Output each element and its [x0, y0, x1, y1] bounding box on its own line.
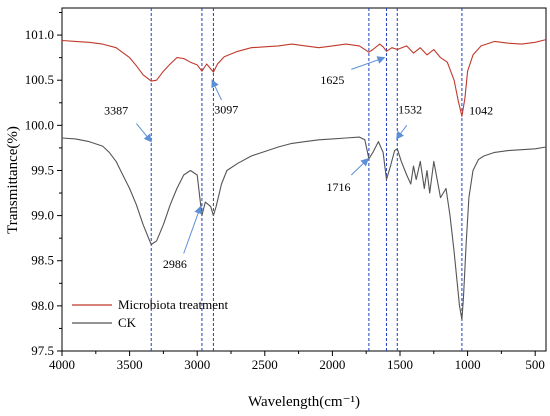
y-tick-label-4: 99.5 [31, 162, 54, 177]
annotation-label-1716: 1716 [326, 180, 350, 194]
y-tick-label-2: 98.5 [31, 253, 54, 268]
annotation-label-1042: 1042 [469, 104, 493, 118]
y-tick-label-6: 100.5 [25, 72, 54, 87]
y-axis: 97.5 98.0 98.5 99.0 99.5 100.0 100.5 101.0 [25, 12, 62, 358]
legend-label-ck: CK [118, 315, 137, 330]
annotation-arrow-1532 [396, 125, 408, 140]
x-tick-label-6: 1000 [455, 357, 481, 372]
annotations: 3387 3097 1625 1532 1042 2986 1716 [104, 56, 493, 271]
x-tick-label-2: 3000 [184, 357, 210, 372]
x-tick-label-0: 4000 [49, 357, 75, 372]
annotation-label-3387: 3387 [104, 104, 128, 118]
x-tick-label-1: 3500 [117, 357, 143, 372]
reference-lines [150, 8, 463, 351]
y-tick-label-3: 99.0 [31, 208, 54, 223]
annotation-label-1625: 1625 [320, 73, 344, 87]
annotation-label-3097: 3097 [214, 103, 238, 117]
annotation-arrow-1625 [351, 56, 386, 70]
annotation-arrow-2986 [183, 205, 202, 254]
x-tick-label-5: 1500 [387, 357, 413, 372]
x-axis: 4000 3500 3000 2500 2000 1500 1000 500 [49, 351, 545, 372]
x-axis-title: Wavelength(cm⁻¹) [248, 394, 360, 410]
y-axis-title: Transmittance(%) [5, 126, 21, 234]
y-tick-label-1: 98.0 [31, 298, 54, 313]
x-tick-label-7: 500 [525, 357, 545, 372]
y-tick-label-5: 100.0 [25, 117, 54, 132]
series-line-ck [62, 136, 546, 320]
series-layer [62, 39, 546, 320]
annotation-arrow-3097 [211, 79, 222, 101]
series-line-microbiota [62, 39, 546, 117]
plot-frame [61, 7, 547, 352]
legend: Microbiota treatment CK [72, 297, 228, 330]
x-tick-label-4: 2000 [319, 357, 345, 372]
annotation-label-2986: 2986 [163, 257, 187, 271]
x-tick-label-3: 2500 [252, 357, 278, 372]
legend-label-microbiota: Microbiota treatment [118, 297, 228, 312]
annotation-label-1532: 1532 [398, 103, 422, 117]
annotation-arrow-3387 [135, 123, 152, 143]
y-tick-label-0: 97.5 [31, 343, 54, 358]
y-tick-label-7: 101.0 [25, 27, 54, 42]
annotation-arrow-1716 [350, 158, 369, 176]
